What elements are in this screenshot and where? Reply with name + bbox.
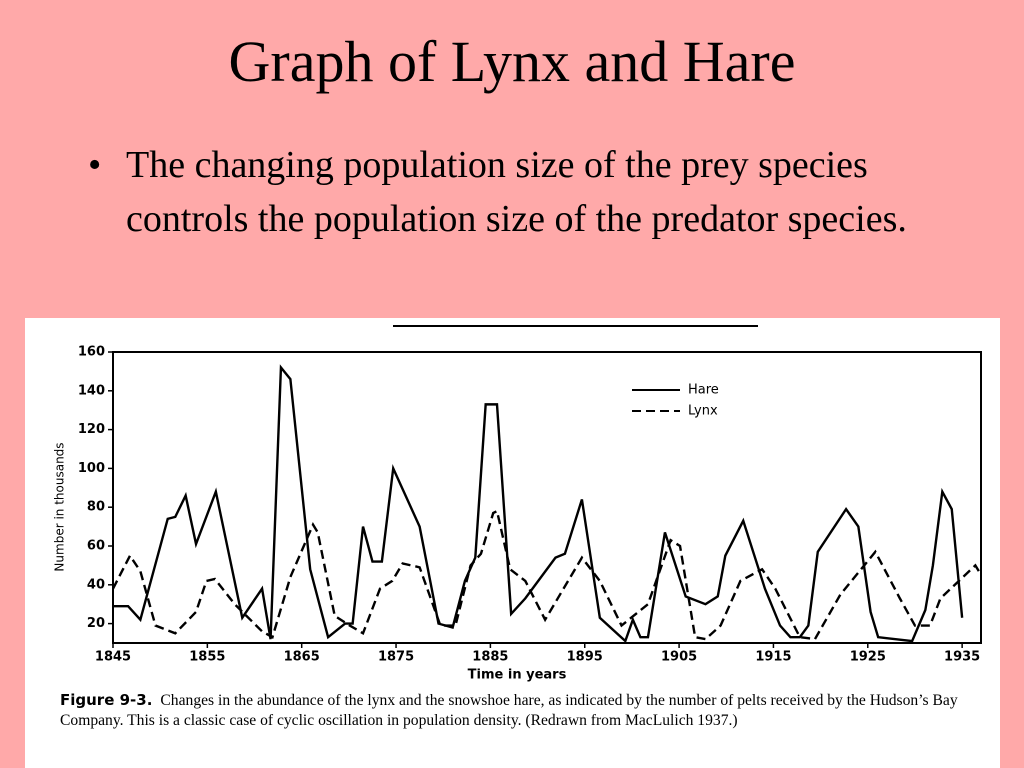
legend-label: Hare [688, 383, 719, 398]
x-tick-label: 1865 [284, 650, 320, 665]
y-tick-label: 100 [78, 461, 105, 476]
y-tick-label: 60 [87, 539, 105, 554]
bullet-list: The changing population size of the prey… [88, 138, 918, 246]
plot-frame [112, 351, 982, 644]
series-line [111, 509, 982, 641]
y-tick-label: 120 [78, 422, 105, 437]
caption-label: Figure 9-3. [60, 691, 153, 709]
x-tick-label: 1915 [755, 650, 791, 665]
x-tick-label: 1855 [189, 650, 225, 665]
y-tick-label: 140 [78, 383, 105, 398]
y-tick-label: 80 [87, 500, 105, 515]
x-tick-label: 1905 [661, 650, 697, 665]
chart-image [25, 318, 1000, 768]
y-tick-label: 20 [87, 616, 105, 631]
legend-label: Lynx [688, 404, 718, 419]
y-axis-label: Number in thousands [53, 442, 67, 571]
x-tick-label: 1925 [850, 650, 886, 665]
caption-text: Changes in the abundance of the lynx and… [60, 692, 958, 729]
caption: Figure 9-3. Changes in the abundance of t… [60, 690, 978, 731]
x-tick-label: 1875 [378, 650, 414, 665]
x-axis-label: Time in years [468, 668, 567, 683]
x-tick-label: 1845 [95, 650, 131, 665]
y-tick-label: 40 [87, 577, 105, 592]
bullet: The changing population size of the prey… [88, 138, 918, 246]
x-tick-label: 1895 [567, 650, 603, 665]
x-tick-label: 1885 [472, 650, 508, 665]
series-line [113, 364, 964, 644]
slide-title: Graph of Lynx and Hare [228, 29, 796, 94]
y-tick-label: 160 [78, 345, 105, 360]
x-tick-label: 1935 [944, 650, 980, 665]
